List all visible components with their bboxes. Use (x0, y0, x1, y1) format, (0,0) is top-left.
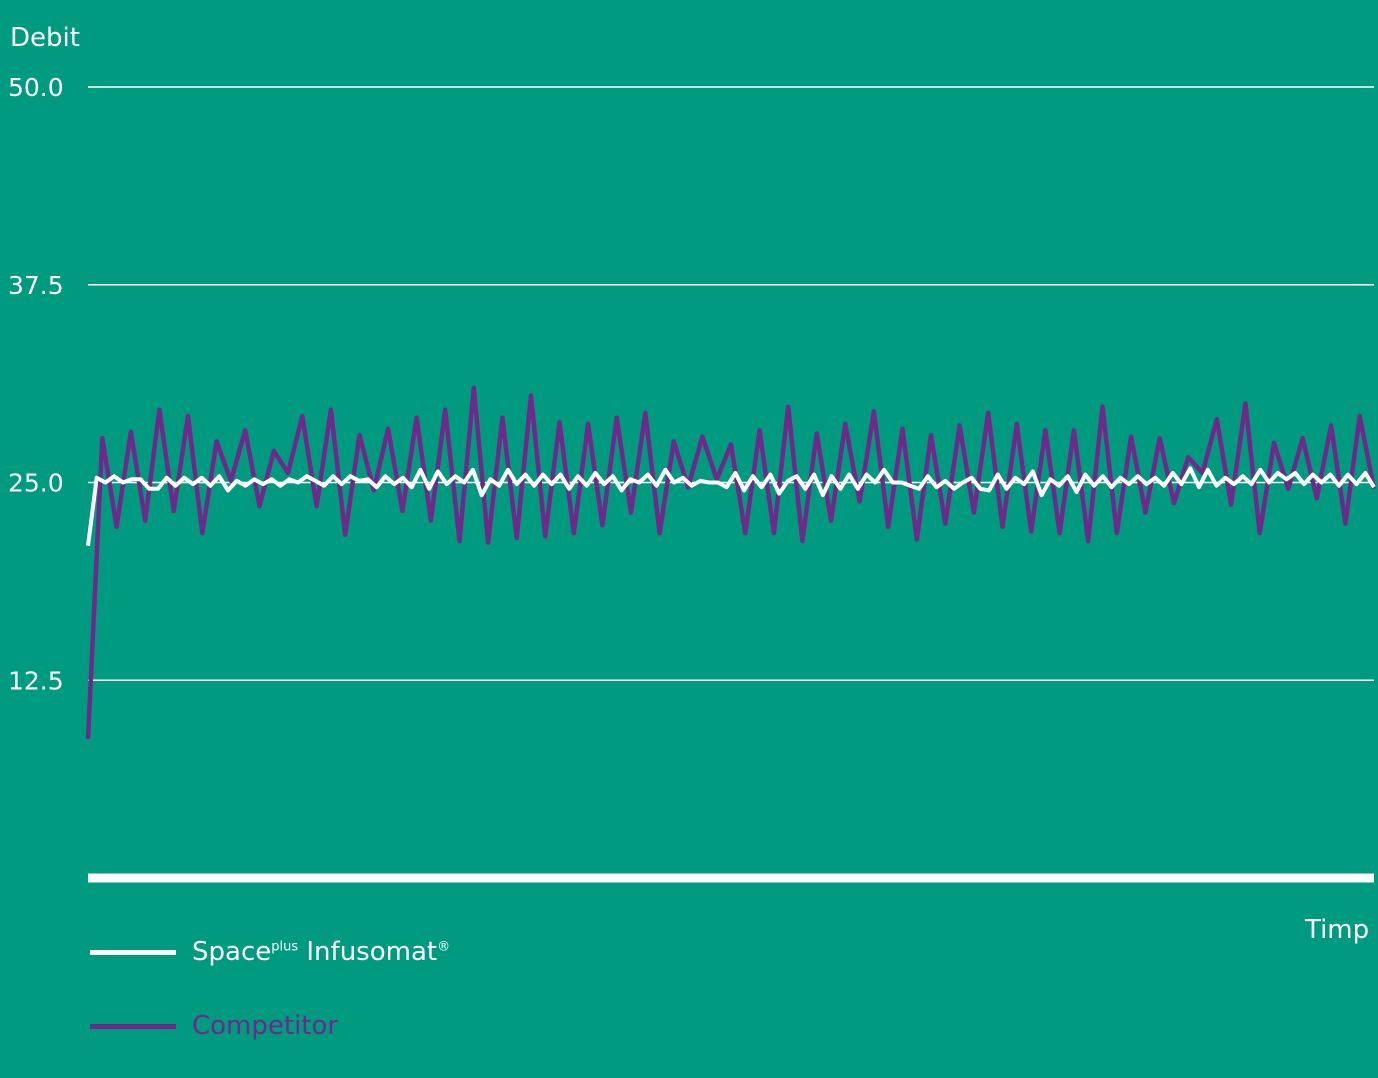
y-tick-label: 25.0 (8, 469, 64, 498)
series-lines (85, 385, 1377, 739)
gridlines (88, 86, 1374, 681)
legend-label-competitor: Competitor (192, 1011, 339, 1041)
legend-item-competitor: Competitor (90, 1004, 450, 1048)
legend-name-mark: ® (437, 939, 451, 955)
y-tick-labels: 50.0 37.5 25.0 12.5 (8, 73, 64, 695)
y-tick-label: 12.5 (8, 666, 64, 695)
x-axis-label: Timp (1304, 915, 1369, 945)
legend: Spaceplus Infusomat® Competitor (90, 930, 450, 1078)
legend-name-base: Space (192, 937, 272, 967)
y-tick-label: 50.0 (8, 73, 64, 102)
legend-name-rest: Infusomat (306, 937, 438, 967)
legend-name-sup: plus (271, 939, 299, 955)
legend-swatch-space-plus (90, 949, 176, 955)
legend-item-space-plus: Spaceplus Infusomat® (90, 930, 450, 974)
series-line-space-plus (86, 466, 1376, 547)
legend-swatch-competitor (90, 1023, 176, 1029)
legend-label-space-plus: Spaceplus Infusomat® (192, 937, 450, 967)
y-tick-label: 37.5 (8, 271, 64, 300)
series-line-competitor (85, 385, 1377, 739)
y-axis-label: Debit (10, 23, 80, 53)
line-chart: Debit 50.0 37.5 25.0 12.5 Timp (8, 23, 1377, 945)
